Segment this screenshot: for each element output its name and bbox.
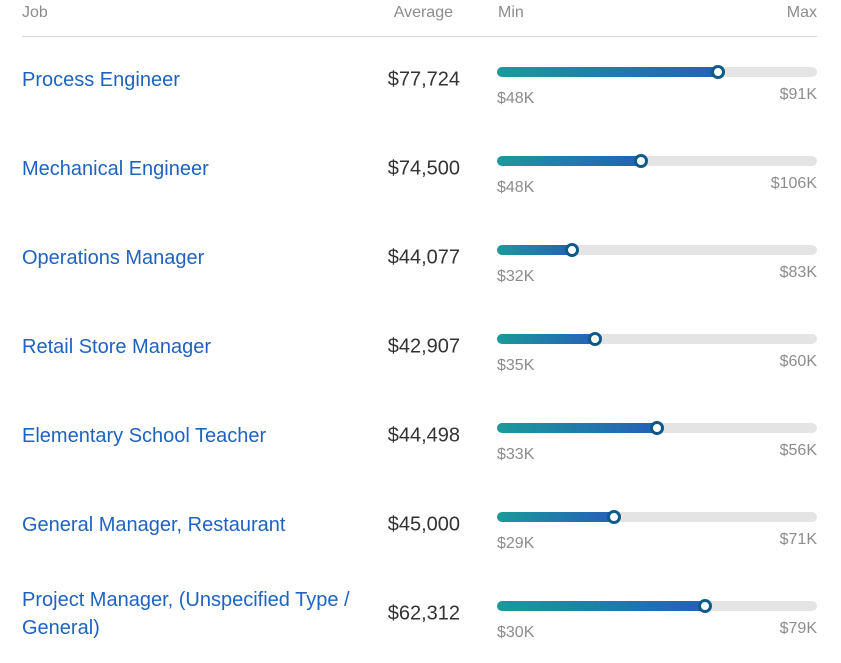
average-marker [634, 154, 648, 168]
average-salary: $45,000 [387, 513, 460, 535]
job-link[interactable]: Mechanical Engineer [22, 157, 209, 180]
table-row: Mechanical Engineer $74,500 $48K $106K [22, 124, 817, 213]
min-salary: $48K [497, 179, 535, 196]
min-salary: $32K [497, 268, 535, 285]
table-row: General Manager, Restaurant $45,000 $29K… [22, 480, 817, 569]
max-salary: $79K [779, 620, 817, 637]
average-salary: $44,498 [387, 424, 460, 446]
salary-range-bar [497, 599, 817, 613]
job-link[interactable]: Process Engineer [22, 68, 180, 91]
table-header: Job Average Min Max [22, 0, 817, 37]
salary-range-fill [497, 67, 718, 77]
table-row: Process Engineer $77,724 $48K $91K [22, 35, 817, 124]
average-marker [606, 510, 621, 524]
average-salary: $74,500 [387, 157, 460, 179]
table-row: Elementary School Teacher $44,498 $33K $… [22, 391, 817, 480]
job-link[interactable]: Project Manager, (Unspecified Type / Gen… [22, 588, 350, 639]
min-salary: $29K [497, 535, 535, 552]
salary-range-bar [497, 332, 817, 346]
average-marker [650, 421, 664, 435]
job-link[interactable]: Operations Manager [22, 246, 205, 269]
average-marker [587, 332, 602, 346]
header-job: Job [22, 4, 48, 21]
salary-range-fill [497, 512, 614, 522]
salary-range-bar [497, 421, 817, 435]
max-salary: $106K [770, 175, 817, 192]
header-average: Average [393, 4, 453, 21]
min-salary: $30K [497, 624, 535, 641]
max-salary: $83K [779, 264, 817, 281]
salary-range-bar [497, 65, 817, 79]
average-salary: $77,724 [387, 68, 460, 90]
salary-range-fill [497, 156, 641, 166]
table-row: Project Manager, (Unspecified Type / Gen… [22, 569, 817, 658]
average-marker [565, 243, 580, 257]
table-row: Retail Store Manager $42,907 $35K $60K [22, 302, 817, 391]
salary-range-fill [497, 245, 573, 255]
max-salary: $71K [779, 531, 817, 548]
salary-range-bar [497, 243, 817, 257]
max-salary: $60K [779, 353, 817, 370]
max-salary: $56K [779, 442, 817, 459]
header-min: Min [498, 4, 524, 21]
average-marker [698, 599, 712, 613]
average-salary: $44,077 [387, 246, 460, 268]
average-marker [710, 65, 725, 79]
min-salary: $48K [497, 90, 535, 107]
header-max: Max [786, 4, 817, 21]
salary-range-bar [497, 154, 817, 168]
min-salary: $33K [497, 446, 535, 463]
min-salary: $35K [497, 357, 535, 374]
average-salary: $42,907 [387, 335, 460, 357]
salary-range-fill [497, 601, 705, 611]
max-salary: $91K [779, 86, 817, 103]
job-link[interactable]: Retail Store Manager [22, 335, 211, 358]
salary-range-bar [497, 510, 817, 524]
salary-range-fill [497, 423, 657, 433]
salary-range-fill [497, 334, 595, 344]
table-row: Operations Manager $44,077 $32K $83K [22, 213, 817, 302]
average-salary: $62,312 [387, 602, 460, 624]
job-link[interactable]: General Manager, Restaurant [22, 513, 286, 536]
job-link[interactable]: Elementary School Teacher [22, 424, 267, 447]
